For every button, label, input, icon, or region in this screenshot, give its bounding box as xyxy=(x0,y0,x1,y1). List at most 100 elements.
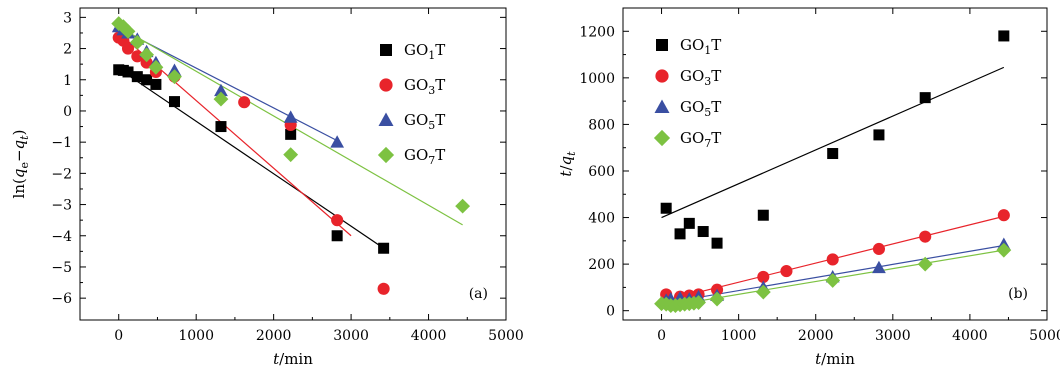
legend-marker-go1t xyxy=(380,44,392,56)
x-tick-label: 1000 xyxy=(178,328,214,344)
legend-item-go5t: GO5T xyxy=(378,111,445,132)
chart-panel-b: 0 1000 2000 3000 4000 5000 0 200 400 600 800 1000 12… xyxy=(557,7,1060,368)
data-point-go7t xyxy=(691,295,706,310)
x-tick-label: 0 xyxy=(657,328,666,344)
data-point-go7t xyxy=(917,256,933,272)
data-point-go3t xyxy=(757,270,770,283)
plot-frame xyxy=(622,7,1048,321)
legend-item-go7t: GO7T xyxy=(653,129,721,150)
data-point-go5t xyxy=(330,135,345,148)
y-tick-label: 0 xyxy=(606,304,615,320)
y-axis-title: t/qt xyxy=(557,151,578,177)
data-point-go1t xyxy=(331,230,343,242)
data-point-go1t xyxy=(141,74,153,86)
x-tick-label: 4000 xyxy=(952,328,988,344)
legend-marker-go7t xyxy=(377,146,395,164)
legend-item-go3t: GO3T xyxy=(655,67,721,88)
y-tick-label: −2 xyxy=(51,166,72,182)
chart-panel-a: 0 1000 2000 3000 4000 5000 −6 −5 −4 −3 −2 −1 0 1 2 3 t/m… xyxy=(10,7,524,368)
data-point-go7t xyxy=(283,147,299,163)
data-point-go1t xyxy=(168,96,180,108)
data-point-go3t xyxy=(872,242,885,256)
data-point-go1t xyxy=(674,228,686,240)
data-point-go7t xyxy=(139,47,155,63)
legend-marker-go5t xyxy=(378,112,394,126)
data-point-go7t xyxy=(148,59,164,75)
y-tick-label: 200 xyxy=(588,257,615,273)
legend-label-go7t: GO7T xyxy=(680,129,721,150)
x-tick-label: 0 xyxy=(114,328,123,344)
y-tick-label: −1 xyxy=(51,135,72,151)
legend-marker-go7t xyxy=(653,129,671,147)
legend-label-go3t: GO3T xyxy=(404,76,445,97)
legend-marker-go3t xyxy=(379,78,393,92)
legend-item-go3t: GO3T xyxy=(379,76,445,97)
x-tick-label: 5000 xyxy=(1029,328,1060,344)
data-point-go3t xyxy=(140,56,153,69)
data-point-go1t xyxy=(285,128,297,140)
data-point-go1t xyxy=(122,66,134,78)
plot-frame xyxy=(79,7,507,321)
data-point-go7t xyxy=(996,242,1012,258)
data-point-go3t xyxy=(131,50,144,63)
data-point-go1t xyxy=(711,237,723,249)
y-tick-label: 800 xyxy=(588,117,615,133)
legend-item-go1t: GO1T xyxy=(656,36,721,57)
y-tick-label: −5 xyxy=(51,260,72,276)
data-point-go1t xyxy=(827,148,839,160)
data-point-go1t xyxy=(131,71,143,83)
data-point-go7t xyxy=(455,198,471,214)
y-tick-label: 1 xyxy=(63,73,72,89)
y-tick-label: −3 xyxy=(51,198,72,214)
legend-label-go3t: GO3T xyxy=(680,67,721,88)
y-tick-label: 3 xyxy=(63,10,72,26)
x-tick-label: 1000 xyxy=(721,328,757,344)
x-axis-title: t/min xyxy=(273,350,313,368)
y-tick-label: −4 xyxy=(51,229,72,245)
legend-marker-go1t xyxy=(656,39,668,51)
data-point-go1t xyxy=(660,202,672,214)
y-tick-label: 1200 xyxy=(579,24,615,40)
data-point-go1t xyxy=(683,217,695,229)
fit-line-go1t xyxy=(661,66,1005,219)
data-point-go7t xyxy=(755,284,771,300)
legend-label-go5t: GO5T xyxy=(404,111,445,132)
legend-item-go7t: GO7T xyxy=(377,146,445,167)
plot-area xyxy=(111,16,471,295)
data-point-go7t xyxy=(709,291,725,307)
data-point-go7t xyxy=(825,272,841,288)
data-point-go1t xyxy=(998,30,1010,42)
data-point-go7t xyxy=(120,23,136,39)
x-tick-label: 4000 xyxy=(411,328,447,344)
panel-label: (a) xyxy=(469,286,488,302)
data-point-go7t xyxy=(115,19,131,35)
data-point-go3t xyxy=(121,42,135,55)
data-point-go3t xyxy=(997,209,1010,222)
data-point-go1t xyxy=(919,92,931,104)
data-point-go5t xyxy=(283,110,298,123)
x-tick-label: 2000 xyxy=(798,328,834,344)
data-point-go1t xyxy=(757,209,769,221)
x-axis-title: t/min xyxy=(815,350,855,368)
legend-item-go5t: GO5T xyxy=(654,98,721,119)
y-tick-label: 400 xyxy=(588,211,615,227)
data-point-go1t xyxy=(215,121,227,133)
legend-marker-go3t xyxy=(655,69,669,83)
x-tick-label: 2000 xyxy=(256,328,292,344)
x-tick-label: 3000 xyxy=(333,328,369,344)
y-tick-label: 1000 xyxy=(579,71,615,87)
data-point-go1t xyxy=(873,129,885,141)
data-point-go3t xyxy=(331,214,344,227)
x-tick-label: 3000 xyxy=(875,328,911,344)
y-tick-label: −6 xyxy=(51,291,72,307)
legend-label-go1t: GO1T xyxy=(680,36,721,57)
legend-label-go5t: GO5T xyxy=(680,98,721,119)
data-point-go1t xyxy=(697,226,709,238)
data-point-go7t xyxy=(167,69,182,85)
panel-label: (b) xyxy=(1008,286,1028,302)
legend-item-go1t: GO1T xyxy=(380,41,445,62)
data-point-go1t xyxy=(150,78,162,90)
data-point-go3t xyxy=(377,282,390,295)
plot-area xyxy=(654,30,1012,313)
